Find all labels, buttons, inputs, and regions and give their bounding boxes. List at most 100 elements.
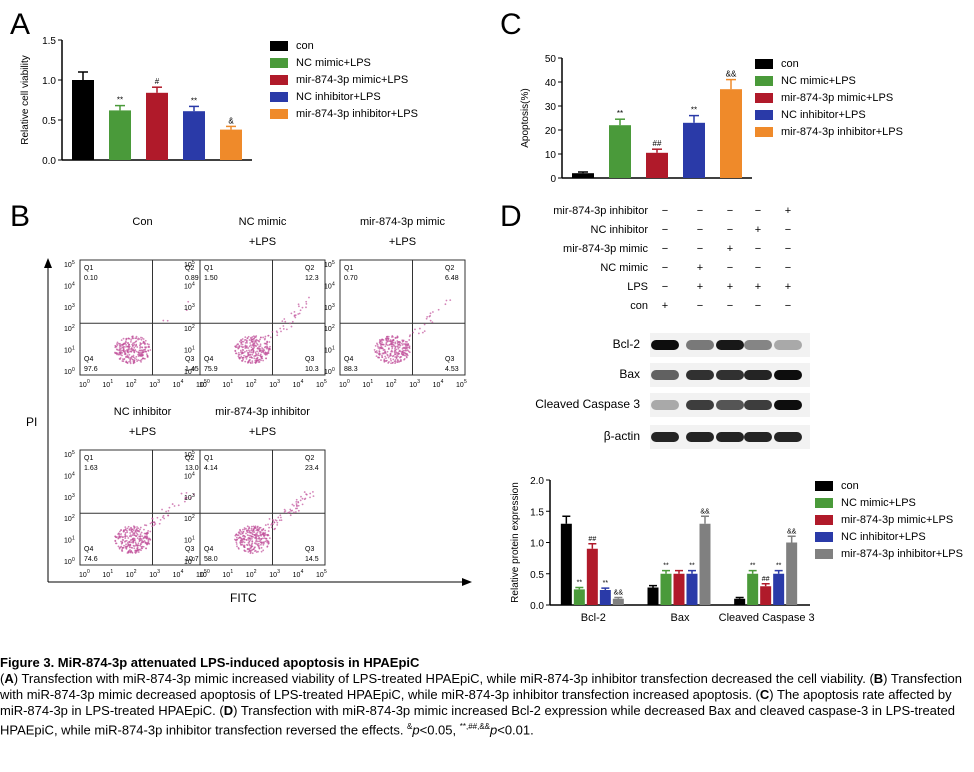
flow-event [122, 337, 125, 340]
flow-event [163, 517, 166, 520]
x-tick-label: 10 [293, 382, 301, 389]
flow-event [253, 531, 256, 533]
y-tick-exponent: 4 [72, 471, 75, 477]
flow-event [388, 355, 391, 358]
x-tick-label: 10 [246, 572, 254, 579]
y-tick-label: 10 [64, 538, 72, 545]
flow-event [383, 359, 386, 362]
flow-event [246, 352, 249, 354]
flow-event [293, 310, 296, 313]
flow-event [251, 336, 254, 338]
flow-event [408, 335, 411, 338]
flow-event [245, 349, 248, 352]
flow-event [116, 341, 119, 344]
flow-event [189, 497, 192, 499]
flow-event [243, 545, 246, 548]
flow-event [267, 523, 269, 526]
flow-event [242, 540, 244, 543]
flow-event [399, 341, 401, 343]
flow-event [299, 499, 302, 502]
x-tick-label: 10 [433, 382, 441, 389]
flow-event [389, 358, 392, 360]
x-tick-exponent: 3 [277, 379, 280, 385]
significance-label-3: ** [191, 96, 197, 105]
flow-event [384, 351, 387, 354]
flow-event [140, 531, 143, 534]
y-tick-exponent: 0 [332, 367, 335, 373]
flow-event [137, 527, 140, 530]
flow-event [277, 516, 280, 519]
flow-event [137, 353, 139, 356]
flow-event [251, 344, 254, 347]
quadrant-name: Q2 [185, 455, 194, 462]
flow-event [379, 339, 381, 341]
x-category-label: Cleaved Caspase 3 [719, 612, 815, 624]
flow-event [397, 340, 400, 343]
y-tick-exponent: 0 [72, 367, 75, 373]
flow-event [262, 528, 265, 530]
protein-band [774, 340, 802, 350]
flow-event [247, 550, 250, 553]
flow-event [248, 356, 251, 359]
flow-event [251, 361, 254, 364]
flow-event [272, 523, 274, 526]
y-tick-exponent: 4 [192, 281, 195, 287]
flow-event [392, 361, 394, 364]
flow-event [133, 346, 136, 349]
y-tick-exponent: 2 [332, 324, 335, 330]
flow-event [240, 343, 243, 345]
x-tick-exponent: 0 [347, 379, 350, 385]
x-tick-label: 10 [362, 382, 370, 389]
flow-event [445, 299, 448, 302]
flow-event [124, 533, 127, 536]
flow-event [143, 348, 146, 351]
quadrant-name: Q2 [445, 265, 454, 272]
bar-2 [646, 152, 668, 178]
flow-event [137, 351, 140, 354]
x-tick-label: 10 [246, 382, 254, 389]
flow-event [127, 537, 130, 539]
viability-legend: con NC mimic+LPS mir-874-3p mimic+LPS NC in… [270, 40, 470, 130]
condition-sign: − [661, 224, 669, 236]
flow-event [135, 335, 138, 338]
quadrant-name: Q4 [204, 546, 213, 553]
flow-event [266, 340, 269, 343]
x-tick-label: 10 [79, 572, 87, 579]
flow-event [237, 537, 240, 540]
flow-event [387, 335, 390, 338]
flow-event [267, 530, 270, 532]
flow-event [429, 312, 432, 315]
flow-event [131, 546, 134, 549]
flow-event [383, 360, 386, 363]
flow-event [414, 328, 416, 331]
flow-event [260, 336, 262, 339]
flow-plot-subtitle: +LPS [248, 426, 277, 438]
flow-event [129, 359, 132, 362]
flow-event [245, 527, 247, 530]
flow-event [134, 550, 137, 552]
flow-event [408, 351, 411, 354]
flow-event [297, 504, 300, 507]
significance-label-2: ## [653, 139, 662, 148]
quadrant-name: Q3 [185, 356, 194, 363]
flow-event [147, 529, 150, 532]
legend-item: con [815, 480, 859, 492]
flow-event [246, 337, 249, 340]
flow-event [268, 537, 271, 539]
flow-event [124, 531, 127, 534]
condition-label: LPS [627, 281, 648, 293]
legend-item: mir-874-3p inhibitor+LPS [815, 548, 963, 560]
flow-event [389, 339, 392, 341]
x-tick-exponent: 0 [207, 379, 210, 385]
legend-item: mir-874-3p mimic+LPS [270, 74, 408, 86]
quadrant-value: 97.6 [84, 366, 98, 373]
quadrant-value: 1.63 [84, 465, 98, 472]
flow-event [394, 342, 397, 345]
y-tick-exponent: 5 [192, 260, 195, 266]
flow-event [250, 529, 253, 532]
flow-event [124, 540, 127, 542]
flow-event [405, 356, 408, 359]
flow-event [243, 541, 246, 544]
flow-event [389, 352, 392, 355]
flow-event [405, 349, 408, 352]
